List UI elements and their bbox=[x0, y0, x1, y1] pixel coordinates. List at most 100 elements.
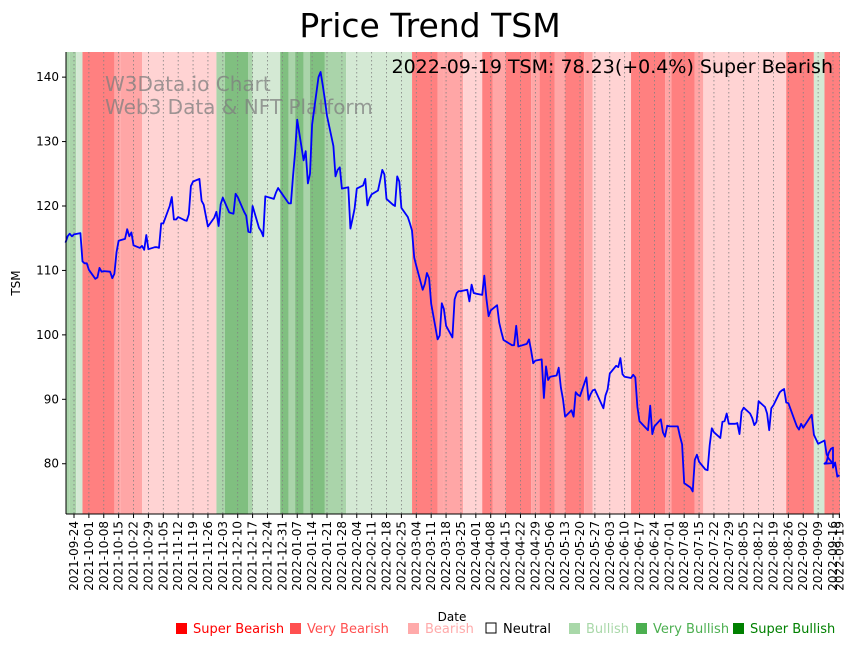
sentiment-band bbox=[303, 52, 310, 514]
sentiment-band bbox=[565, 52, 585, 514]
x-tick-label: 2022-04-08 bbox=[484, 521, 498, 591]
x-tick-label: 2022-03-18 bbox=[439, 521, 453, 591]
sentiment-band bbox=[584, 52, 593, 514]
sentiment-band bbox=[592, 52, 598, 514]
x-tick-label: 2022-05-06 bbox=[543, 521, 557, 591]
legend-marker bbox=[733, 623, 744, 634]
x-tick-label: 2022-04-29 bbox=[528, 521, 542, 591]
y-tick-label: 140 bbox=[36, 70, 59, 84]
x-tick-label: 2021-12-24 bbox=[260, 521, 274, 591]
legend: Super Bearish Very Bearish Bearish Neutral B… bbox=[176, 622, 835, 637]
x-tick-label: 2022-03-04 bbox=[409, 521, 423, 591]
legend-item: Very Bearish bbox=[290, 622, 389, 637]
sentiment-band bbox=[813, 52, 825, 514]
sentiment-band bbox=[703, 52, 787, 514]
x-tick-label: 2022-04-22 bbox=[513, 521, 527, 591]
sentiment-band bbox=[482, 52, 493, 514]
legend-label: Very Bearish bbox=[307, 622, 389, 637]
legend-item: Very Bullish bbox=[636, 622, 729, 637]
price-line-tsm bbox=[64, 71, 840, 493]
sentiment-bands bbox=[66, 52, 840, 514]
x-tick-label: 2022-07-29 bbox=[722, 521, 736, 591]
sentiment-band bbox=[280, 52, 289, 514]
x-tick-label: 2022-09-16 bbox=[826, 521, 840, 591]
x-tick-label: 2022-08-12 bbox=[752, 521, 766, 591]
sentiment-band bbox=[786, 52, 814, 514]
legend-marker bbox=[176, 623, 187, 634]
sentiment-band bbox=[120, 52, 143, 514]
sentiment-band bbox=[631, 52, 666, 514]
watermark: W3Data.io Chart Web3 Data & NFT Platform bbox=[105, 72, 373, 119]
x-tick-label: 2022-02-11 bbox=[365, 521, 379, 591]
x-tick-label: 2022-08-19 bbox=[766, 521, 780, 591]
x-tick-label: 2022-07-08 bbox=[677, 521, 691, 591]
legend-item: Super Bullish bbox=[733, 622, 835, 637]
x-tick-label: 2022-08-26 bbox=[781, 521, 795, 591]
y-tick-label: 130 bbox=[36, 135, 59, 149]
sentiment-band bbox=[597, 52, 632, 514]
x-tick-label: 2022-01-21 bbox=[320, 521, 334, 591]
x-tick-label: 2021-12-03 bbox=[216, 521, 230, 591]
x-axis-ticks: 2021-09-24 2021-10-01 2021-10-08 2021-10-15… bbox=[67, 514, 846, 591]
sentiment-band bbox=[539, 52, 555, 514]
x-tick-label: 2022-04-01 bbox=[469, 521, 483, 591]
x-tick-label: 2022-02-04 bbox=[350, 521, 364, 591]
sentiment-band bbox=[216, 52, 225, 514]
sentiment-band bbox=[463, 52, 483, 514]
x-tick-label: 2021-10-22 bbox=[127, 521, 141, 591]
legend-item: Bearish bbox=[408, 622, 474, 637]
sentiment-band bbox=[443, 52, 464, 514]
sentiment-band bbox=[66, 52, 70, 514]
x-tick-label: 2022-09-02 bbox=[796, 521, 810, 591]
legend-marker bbox=[408, 623, 419, 634]
x-tick-label: 2022-03-11 bbox=[424, 521, 438, 591]
x-tick-label: 2022-09-09 bbox=[811, 521, 825, 591]
chart-title: Price Trend TSM bbox=[299, 6, 560, 45]
x-tick-label: 2022-05-27 bbox=[588, 521, 602, 591]
sentiment-band bbox=[76, 52, 83, 514]
x-tick-label: 2021-09-24 bbox=[67, 521, 81, 591]
sentiment-band bbox=[492, 52, 506, 514]
sentiment-band bbox=[114, 52, 121, 514]
x-tick-label: 2022-07-15 bbox=[692, 521, 706, 591]
x-tick-label: 2022-04-15 bbox=[499, 521, 513, 591]
sentiment-band bbox=[224, 52, 249, 514]
x-tick-label: 2021-12-31 bbox=[275, 521, 289, 591]
x-tick-label: 2022-08-05 bbox=[737, 521, 751, 591]
x-tick-label: 2022-01-07 bbox=[290, 521, 304, 591]
vertical-grid-lines bbox=[73, 52, 840, 514]
legend-marker bbox=[636, 623, 647, 634]
legend-label: Very Bullish bbox=[653, 622, 729, 637]
legend-label: Super Bearish bbox=[193, 622, 284, 637]
sentiment-band bbox=[671, 52, 695, 514]
watermark-line-2: Web3 Data & NFT Platform bbox=[105, 95, 373, 119]
x-tick-label: 2021-10-29 bbox=[141, 521, 155, 591]
x-tick-label: 2022-05-20 bbox=[573, 521, 587, 591]
x-tick-label: 2021-11-26 bbox=[201, 521, 215, 591]
x-tick-label: 2021-12-10 bbox=[231, 521, 245, 591]
x-tick-label: 2021-10-01 bbox=[82, 521, 96, 591]
sentiment-band bbox=[531, 52, 540, 514]
x-tick-label: 2022-01-14 bbox=[305, 521, 319, 591]
sentiment-band bbox=[554, 52, 566, 514]
y-tick-label: 110 bbox=[36, 263, 59, 277]
sentiment-band bbox=[295, 52, 304, 514]
x-tick-label: 2022-03-25 bbox=[454, 521, 468, 591]
sentiment-band bbox=[665, 52, 672, 514]
legend-marker bbox=[569, 623, 580, 634]
sentiment-band bbox=[82, 52, 115, 514]
y-tick-label: 120 bbox=[36, 199, 59, 213]
legend-label: Super Bullish bbox=[750, 622, 835, 637]
y-tick-label: 100 bbox=[36, 328, 59, 342]
sentiment-band bbox=[346, 52, 413, 514]
sentiment-band bbox=[288, 52, 296, 514]
x-tick-label: 2022-06-17 bbox=[633, 521, 647, 591]
legend-label: Bearish bbox=[425, 622, 474, 637]
legend-marker bbox=[290, 623, 301, 634]
y-tick-label: 80 bbox=[44, 457, 59, 471]
y-axis-label: TSM bbox=[9, 270, 23, 296]
latest-price-annotation: 2022-09-19 TSM: 78.23(+0.4%) Super Beari… bbox=[391, 56, 833, 78]
x-tick-label: 2022-06-10 bbox=[618, 521, 632, 591]
sentiment-band bbox=[309, 52, 325, 514]
